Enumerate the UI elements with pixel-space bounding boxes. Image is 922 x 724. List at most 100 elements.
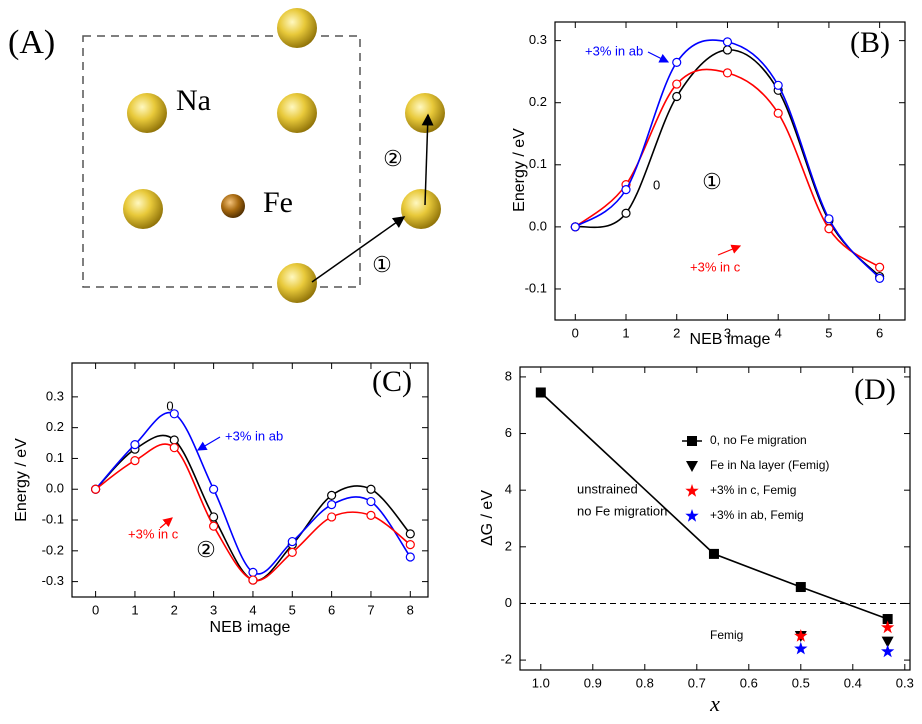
series-label: +3% in ab: [585, 43, 643, 58]
step-label: ①: [372, 252, 392, 277]
marker: [405, 540, 415, 550]
marker: [794, 641, 808, 655]
na-atom: [401, 189, 441, 229]
panel-label: (D): [854, 373, 896, 406]
marker: [708, 548, 719, 559]
x-tick-label: 6: [876, 325, 883, 340]
marker: [169, 443, 179, 453]
x-tick-label: 1: [131, 602, 138, 617]
y-tick-label: 6: [505, 425, 512, 440]
x-tick-label: 0.6: [740, 675, 758, 690]
legend-label: +3% in ab, Femig: [710, 508, 804, 522]
legend-marker: [685, 484, 699, 497]
y-tick-label: 0.2: [529, 94, 547, 109]
y-tick-label: 0.1: [529, 156, 547, 171]
y-tick-label: 0.3: [46, 388, 64, 403]
marker: [248, 567, 258, 577]
annotation: Femig: [710, 628, 743, 642]
marker: [621, 185, 631, 195]
legend-marker: [687, 436, 697, 446]
marker: [824, 214, 834, 224]
panel-label: (B): [850, 26, 890, 59]
x-tick-label: 0.5: [792, 675, 810, 690]
x-tick-label: 1: [622, 325, 629, 340]
na-atom: [277, 8, 317, 48]
marker: [672, 57, 682, 67]
x-tick-label: 5: [289, 602, 296, 617]
annotation: no Fe migration: [577, 503, 667, 518]
annotation: unstrained: [577, 481, 638, 496]
marker: [875, 262, 885, 272]
step-label: ②: [383, 146, 403, 171]
y-tick-label: 0.2: [46, 419, 64, 434]
path-arrow: [421, 113, 434, 206]
marker: [824, 224, 834, 234]
na-atom: [405, 93, 445, 133]
marker: [794, 629, 808, 642]
x-tick-label: 0.8: [636, 675, 654, 690]
panel-label: (C): [372, 365, 412, 398]
marker: [672, 91, 682, 102]
y-tick-label: 0.1: [46, 450, 64, 465]
marker: [795, 582, 806, 593]
x-tick-label: 3: [724, 325, 731, 340]
chart: 0 1 2 3 4 5 6 7 8 -0.3 -0.2 -0.1 0.0 0.1 0.2 0.3 (C) Ener…: [13, 362, 429, 636]
marker: [287, 547, 297, 557]
legend-label: +3% in c, Femig: [710, 483, 796, 497]
marker: [130, 439, 140, 450]
x-tick-label: 0: [92, 602, 99, 617]
x-tick-label: 0.4: [844, 675, 862, 690]
x-tick-label: 7: [367, 602, 374, 617]
na-atom: [127, 93, 167, 133]
chart: 0 1 2 3 4 5 6 -0.1 0.0 0.1 0.2 0.3 (B) Energy / eV NEB…: [511, 21, 906, 348]
label-arrow: [647, 51, 670, 63]
marker: [570, 222, 580, 232]
na-atom: [277, 93, 317, 133]
unit-cell: [82, 35, 361, 288]
x-tick-label: 1.0: [532, 675, 550, 690]
x-tick-label: 4: [249, 602, 256, 617]
x-tick-label: 5: [825, 325, 832, 340]
y-tick-label: 2: [505, 538, 512, 553]
marker: [875, 273, 885, 284]
series-line: [95, 434, 411, 582]
series-line: [574, 68, 881, 268]
atom-label: Na: [176, 84, 211, 117]
x-axis-label: x: [709, 691, 720, 716]
series-label: +3% in c: [128, 526, 179, 541]
legend-label: 0, no Fe migration: [710, 433, 807, 447]
y-tick-label: 0.0: [529, 218, 547, 233]
series-label: 0: [653, 177, 660, 192]
na-atom: [123, 189, 163, 229]
label-arrow: [159, 517, 173, 529]
marker: [169, 435, 179, 445]
x-tick-label: 4: [775, 325, 782, 340]
marker: [881, 620, 895, 634]
label-arrow: [717, 244, 742, 256]
label-arrow: [196, 436, 221, 451]
series-label: 0: [166, 398, 173, 413]
marker: [881, 644, 895, 658]
panel-a: (A) Na Fe ① ②: [8, 8, 445, 303]
legend-marker: [686, 461, 698, 472]
x-tick-label: 2: [171, 602, 178, 617]
plot-frame: [71, 362, 429, 598]
x-tick-label: 0.7: [688, 675, 706, 690]
marker: [722, 68, 733, 78]
marker: [722, 45, 733, 55]
marker: [366, 484, 376, 494]
marker: [773, 108, 783, 118]
plot-frame: [519, 366, 911, 671]
y-tick-label: 0: [505, 595, 512, 610]
annotation: ①: [702, 169, 722, 194]
marker: [327, 512, 337, 522]
marker: [327, 490, 337, 500]
marker: [169, 409, 179, 419]
x-axis-label: NEB image: [690, 331, 771, 348]
series-label: +3% in ab: [225, 428, 283, 443]
x-tick-label: 0.9: [584, 675, 602, 690]
y-tick-label: -2: [500, 652, 512, 667]
series-line: [95, 443, 411, 582]
y-tick-label: 8: [505, 368, 512, 383]
